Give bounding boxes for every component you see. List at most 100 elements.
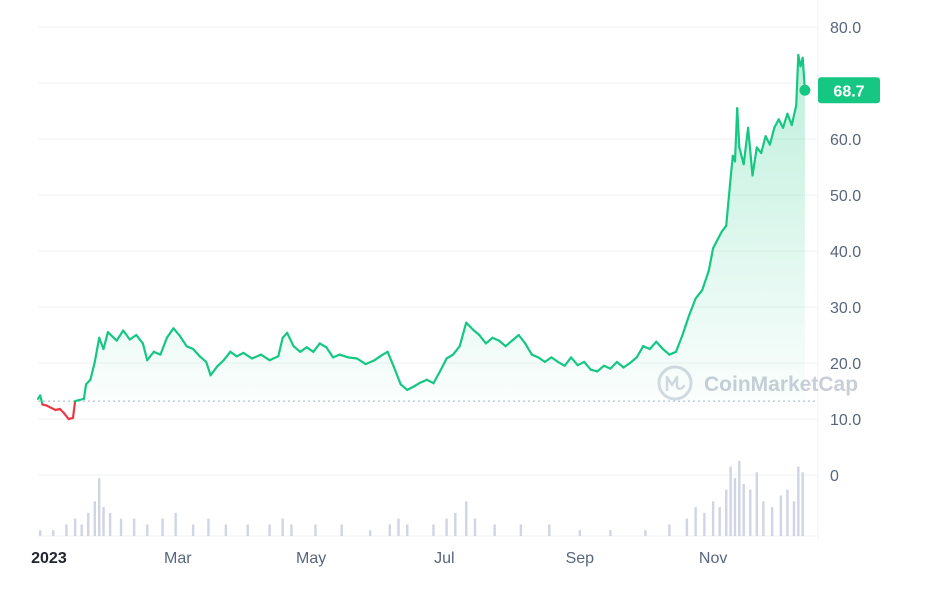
x-tick-label: Mar (164, 550, 192, 567)
price-segment (569, 356, 579, 367)
price-segment (292, 345, 302, 353)
volume-bar (725, 489, 728, 536)
price-segment (141, 342, 149, 362)
x-tick-label: 2023 (31, 550, 67, 567)
price-area (38, 55, 805, 402)
volume-bar (174, 512, 177, 536)
price-segment (642, 345, 651, 351)
price-segment (251, 353, 262, 360)
price-segment (172, 327, 182, 338)
price-segment (537, 356, 547, 363)
price-segment (681, 314, 691, 337)
volume-bar (102, 507, 105, 536)
price-segment (235, 351, 245, 358)
volume-bar (749, 489, 752, 536)
price-segment (63, 412, 70, 421)
price-segment (790, 104, 798, 127)
price-segment (216, 359, 225, 368)
price-segment (373, 354, 383, 362)
volume-bar (97, 478, 101, 536)
price-segment (497, 339, 507, 348)
x-tick-label: Sep (566, 550, 595, 567)
price-segment (635, 345, 645, 359)
current-price-dot (799, 84, 811, 96)
price-segment (742, 126, 750, 166)
current-price-label: 68.7 (833, 83, 864, 100)
price-segment (622, 361, 632, 369)
volume-bar (755, 472, 759, 536)
volume-bar (432, 524, 435, 536)
price-segment (209, 365, 219, 377)
price-segment (277, 336, 284, 358)
y-tick-label: 50.0 (830, 188, 861, 205)
price-segment (438, 357, 448, 373)
price-segment (530, 353, 540, 359)
price-segment (71, 400, 77, 419)
price-segment (242, 351, 254, 360)
price-segment (543, 356, 553, 363)
price-segment (89, 360, 96, 381)
price-segment (432, 370, 442, 385)
volume-bar (340, 524, 343, 536)
volume-bars (38, 460, 804, 536)
price-segment (205, 360, 212, 377)
x-tick-label: May (296, 550, 326, 567)
price-segment (222, 350, 232, 362)
price-segment (760, 135, 767, 155)
price-area-fill (38, 55, 805, 402)
price-segment (159, 336, 168, 356)
volume-bar (762, 501, 765, 536)
volume-bar (779, 495, 783, 536)
price-segment (751, 146, 758, 177)
price-segment (550, 356, 560, 363)
volume-bar (65, 524, 68, 536)
volume-bar (519, 524, 523, 536)
price-segment (259, 353, 271, 362)
volume-bar (38, 530, 42, 536)
price-segment (106, 331, 118, 342)
price-segment (135, 333, 144, 345)
price-segment (305, 346, 315, 353)
price-segment (711, 238, 719, 250)
price-segment (524, 342, 533, 356)
price-segment (115, 329, 125, 342)
grid (38, 0, 819, 540)
price-segment (576, 360, 586, 367)
volume-bar (268, 524, 271, 536)
price-segment (687, 297, 697, 317)
price-segment (615, 360, 625, 369)
price-segment (563, 356, 573, 367)
price-segment (777, 118, 785, 129)
price-segment (406, 385, 415, 391)
price-segment (701, 269, 710, 292)
price-segment (82, 383, 88, 400)
price-segment (39, 394, 44, 406)
volume-bar (801, 472, 804, 536)
price-segment (484, 336, 494, 345)
volume-bar (770, 507, 774, 536)
price-segment (720, 224, 728, 233)
price-segment (425, 378, 435, 385)
volume-bar (644, 530, 647, 536)
price-line (36, 53, 807, 421)
price-segment (325, 346, 335, 359)
volume-bar (161, 518, 164, 536)
volume-bar (792, 501, 796, 536)
price-segment (668, 350, 678, 356)
price-segment (286, 331, 295, 348)
volume-bar (191, 524, 195, 536)
price-segment (229, 350, 238, 358)
price-segment (729, 154, 734, 180)
volume-bar (711, 501, 715, 536)
volume-bar (119, 518, 123, 536)
volume-bar (246, 524, 249, 536)
price-segment (465, 321, 474, 331)
price-segment (556, 360, 566, 367)
y-tick-label: 20.0 (830, 356, 861, 373)
volume-bar (685, 518, 689, 536)
price-segment (393, 366, 402, 386)
volume-bar (473, 518, 477, 536)
price-segment (268, 355, 280, 362)
